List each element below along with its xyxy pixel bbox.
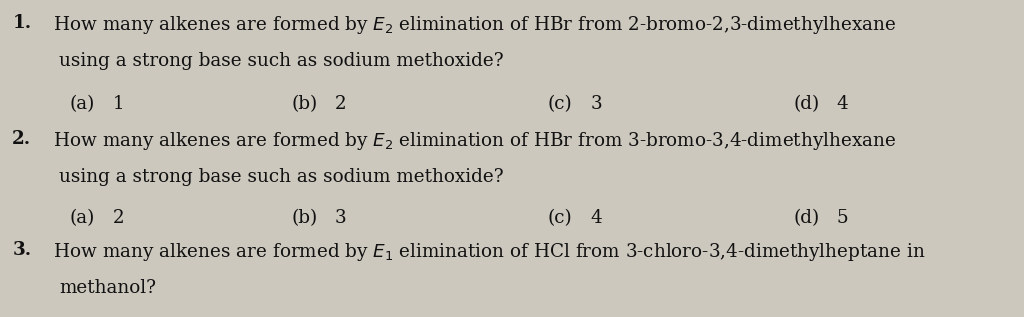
Text: 3: 3	[335, 209, 346, 227]
Text: methanol?: methanol?	[59, 279, 157, 297]
Text: 1.: 1.	[12, 14, 32, 32]
Text: 1: 1	[113, 95, 124, 113]
Text: (b): (b)	[292, 209, 318, 227]
Text: (c): (c)	[548, 95, 572, 113]
Text: How many alkenes are formed by $E_2$ elimination of HBr from 3-bromo-3,4-dimethy: How many alkenes are formed by $E_2$ eli…	[48, 130, 896, 152]
Text: 2.: 2.	[12, 130, 32, 148]
Text: 4: 4	[591, 209, 602, 227]
Text: How many alkenes are formed by $E_1$ elimination of HCl from 3-chloro-3,4-dimeth: How many alkenes are formed by $E_1$ eli…	[48, 241, 926, 263]
Text: (d): (d)	[794, 95, 820, 113]
Text: 5: 5	[837, 209, 848, 227]
Text: (b): (b)	[292, 95, 318, 113]
Text: 3: 3	[591, 95, 602, 113]
Text: using a strong base such as sodium methoxide?: using a strong base such as sodium metho…	[59, 52, 504, 70]
Text: (d): (d)	[794, 209, 820, 227]
Text: (a): (a)	[70, 95, 95, 113]
Text: (c): (c)	[548, 209, 572, 227]
Text: using a strong base such as sodium methoxide?: using a strong base such as sodium metho…	[59, 168, 504, 186]
Text: (a): (a)	[70, 209, 95, 227]
Text: 3.: 3.	[12, 241, 32, 259]
Text: 4: 4	[837, 95, 848, 113]
Text: How many alkenes are formed by $E_2$ elimination of HBr from 2-bromo-2,3-dimethy: How many alkenes are formed by $E_2$ eli…	[48, 14, 896, 36]
Text: 2: 2	[113, 209, 124, 227]
Text: 2: 2	[335, 95, 346, 113]
